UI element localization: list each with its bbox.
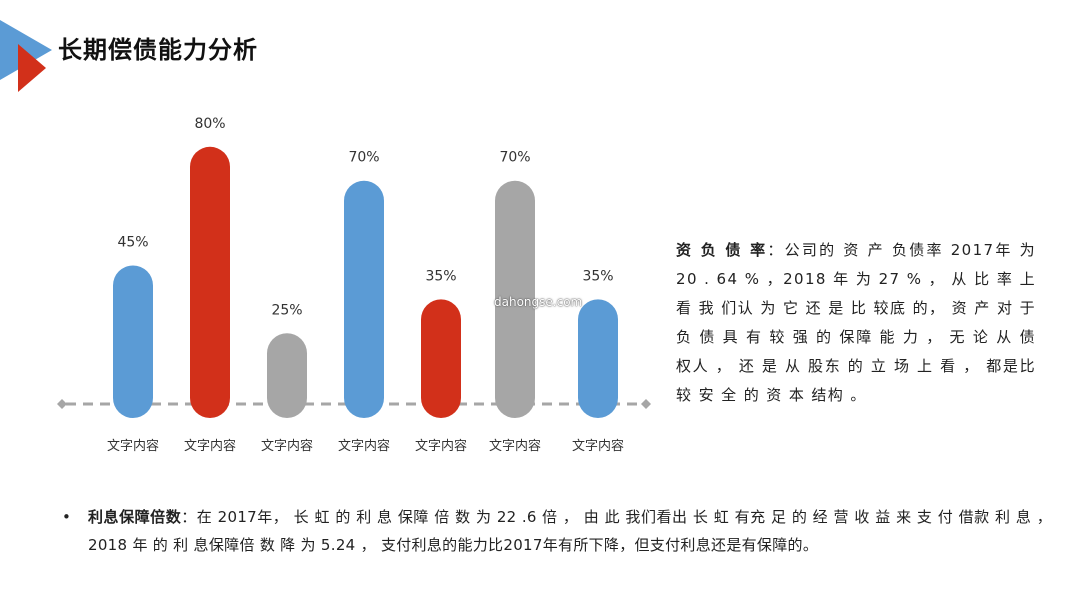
chart-baseline-left-diamond-icon [57,399,67,409]
blue-red-triangles-icon [0,20,52,92]
interest-coverage-separator: ： [181,508,197,526]
chart-value-label-4: 70% [348,150,379,166]
chart-category-label-3: 文字内容 [261,438,313,454]
interest-coverage-label: 利息保障倍数 [88,508,182,526]
chart-value-label-6: 70% [499,150,530,166]
interest-coverage-body: 在 2017年， 长 虹 的 利 息 保障 倍 数 为 22 .6 倍 ， 由 … [88,508,1052,554]
chart-bar-5 [421,299,461,418]
chart-category-label-1: 文字内容 [107,438,159,454]
chart-bar-7 [578,299,618,418]
chart-bar-3 [267,333,307,418]
chart-value-label-7: 35% [582,268,613,284]
chart-category-label-7: 文字内容 [572,438,624,454]
debt-ratio-separator: ： [767,241,785,259]
chart-bar-4 [344,180,384,418]
chart-value-label-1: 45% [117,234,148,250]
chart-category-label-4: 文字内容 [338,438,390,454]
bullet-icon: • [62,508,71,526]
interest-coverage-note: • 利息保障倍数：在 2017年， 长 虹 的 利 息 保障 倍 数 为 22 … [62,503,1052,559]
debt-ratio-label: 资 负 债 率 [676,241,768,259]
chart-value-label-2: 80% [194,116,225,132]
debt-ratio-body: 公司的 资 产 负债率 2017年 为 20 . 64 % ，2018 年 为 … [676,241,1036,404]
chart-value-label-5: 35% [425,268,456,284]
chart-bar-6 [495,180,535,418]
chart-value-label-3: 25% [271,302,302,318]
debt-ratio-description: 资 负 债 率：公司的 资 产 负债率 2017年 为 20 . 64 % ，2… [676,236,1036,410]
page-title: 长期偿债能力分析 [58,36,258,64]
watermark: dahongse.com [494,295,583,309]
chart-category-label-5: 文字内容 [415,438,467,454]
chart-category-label-6: 文字内容 [489,438,541,454]
chart-bar-1 [113,265,153,418]
chart-baseline-right-diamond-icon [641,399,651,409]
chart-category-label-2: 文字内容 [184,438,236,454]
chart-bar-2 [190,146,230,419]
